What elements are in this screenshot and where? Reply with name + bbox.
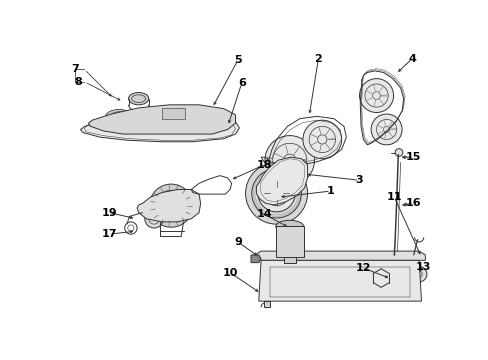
Polygon shape bbox=[254, 251, 425, 260]
Text: 15: 15 bbox=[405, 152, 421, 162]
Polygon shape bbox=[137, 189, 200, 222]
Text: 2: 2 bbox=[314, 54, 322, 64]
Polygon shape bbox=[258, 260, 421, 301]
Circle shape bbox=[371, 269, 390, 287]
Circle shape bbox=[149, 184, 192, 227]
Ellipse shape bbox=[128, 93, 148, 105]
Ellipse shape bbox=[105, 109, 133, 125]
Circle shape bbox=[245, 163, 307, 224]
Circle shape bbox=[370, 114, 401, 145]
Ellipse shape bbox=[275, 220, 303, 233]
Circle shape bbox=[258, 175, 295, 212]
Circle shape bbox=[394, 149, 402, 156]
Text: 9: 9 bbox=[233, 237, 241, 247]
Polygon shape bbox=[250, 255, 261, 263]
Text: 5: 5 bbox=[234, 55, 241, 65]
Polygon shape bbox=[264, 301, 270, 307]
Bar bbox=[162, 108, 185, 119]
Text: 13: 13 bbox=[415, 261, 430, 271]
Polygon shape bbox=[88, 105, 235, 134]
Circle shape bbox=[302, 120, 341, 159]
Text: 16: 16 bbox=[405, 198, 421, 208]
Text: 19: 19 bbox=[101, 208, 117, 217]
Circle shape bbox=[393, 282, 409, 297]
Circle shape bbox=[264, 136, 314, 185]
Text: 8: 8 bbox=[74, 77, 82, 87]
Text: 12: 12 bbox=[355, 263, 370, 273]
Text: 14: 14 bbox=[256, 209, 271, 219]
Text: 18: 18 bbox=[256, 160, 271, 170]
Circle shape bbox=[155, 190, 186, 221]
Text: 11: 11 bbox=[386, 192, 401, 202]
Text: 4: 4 bbox=[407, 54, 415, 64]
Bar bbox=[283, 257, 295, 264]
Text: 17: 17 bbox=[101, 229, 117, 239]
Circle shape bbox=[144, 210, 163, 228]
Circle shape bbox=[359, 78, 393, 112]
Polygon shape bbox=[81, 114, 239, 142]
Bar bbox=[275, 226, 303, 257]
Ellipse shape bbox=[275, 251, 303, 264]
Text: 6: 6 bbox=[237, 78, 245, 88]
Text: 10: 10 bbox=[222, 267, 237, 278]
Text: 7: 7 bbox=[71, 64, 79, 75]
Circle shape bbox=[410, 266, 426, 282]
Text: 3: 3 bbox=[355, 175, 363, 185]
Text: 1: 1 bbox=[326, 186, 334, 196]
Polygon shape bbox=[256, 157, 307, 205]
